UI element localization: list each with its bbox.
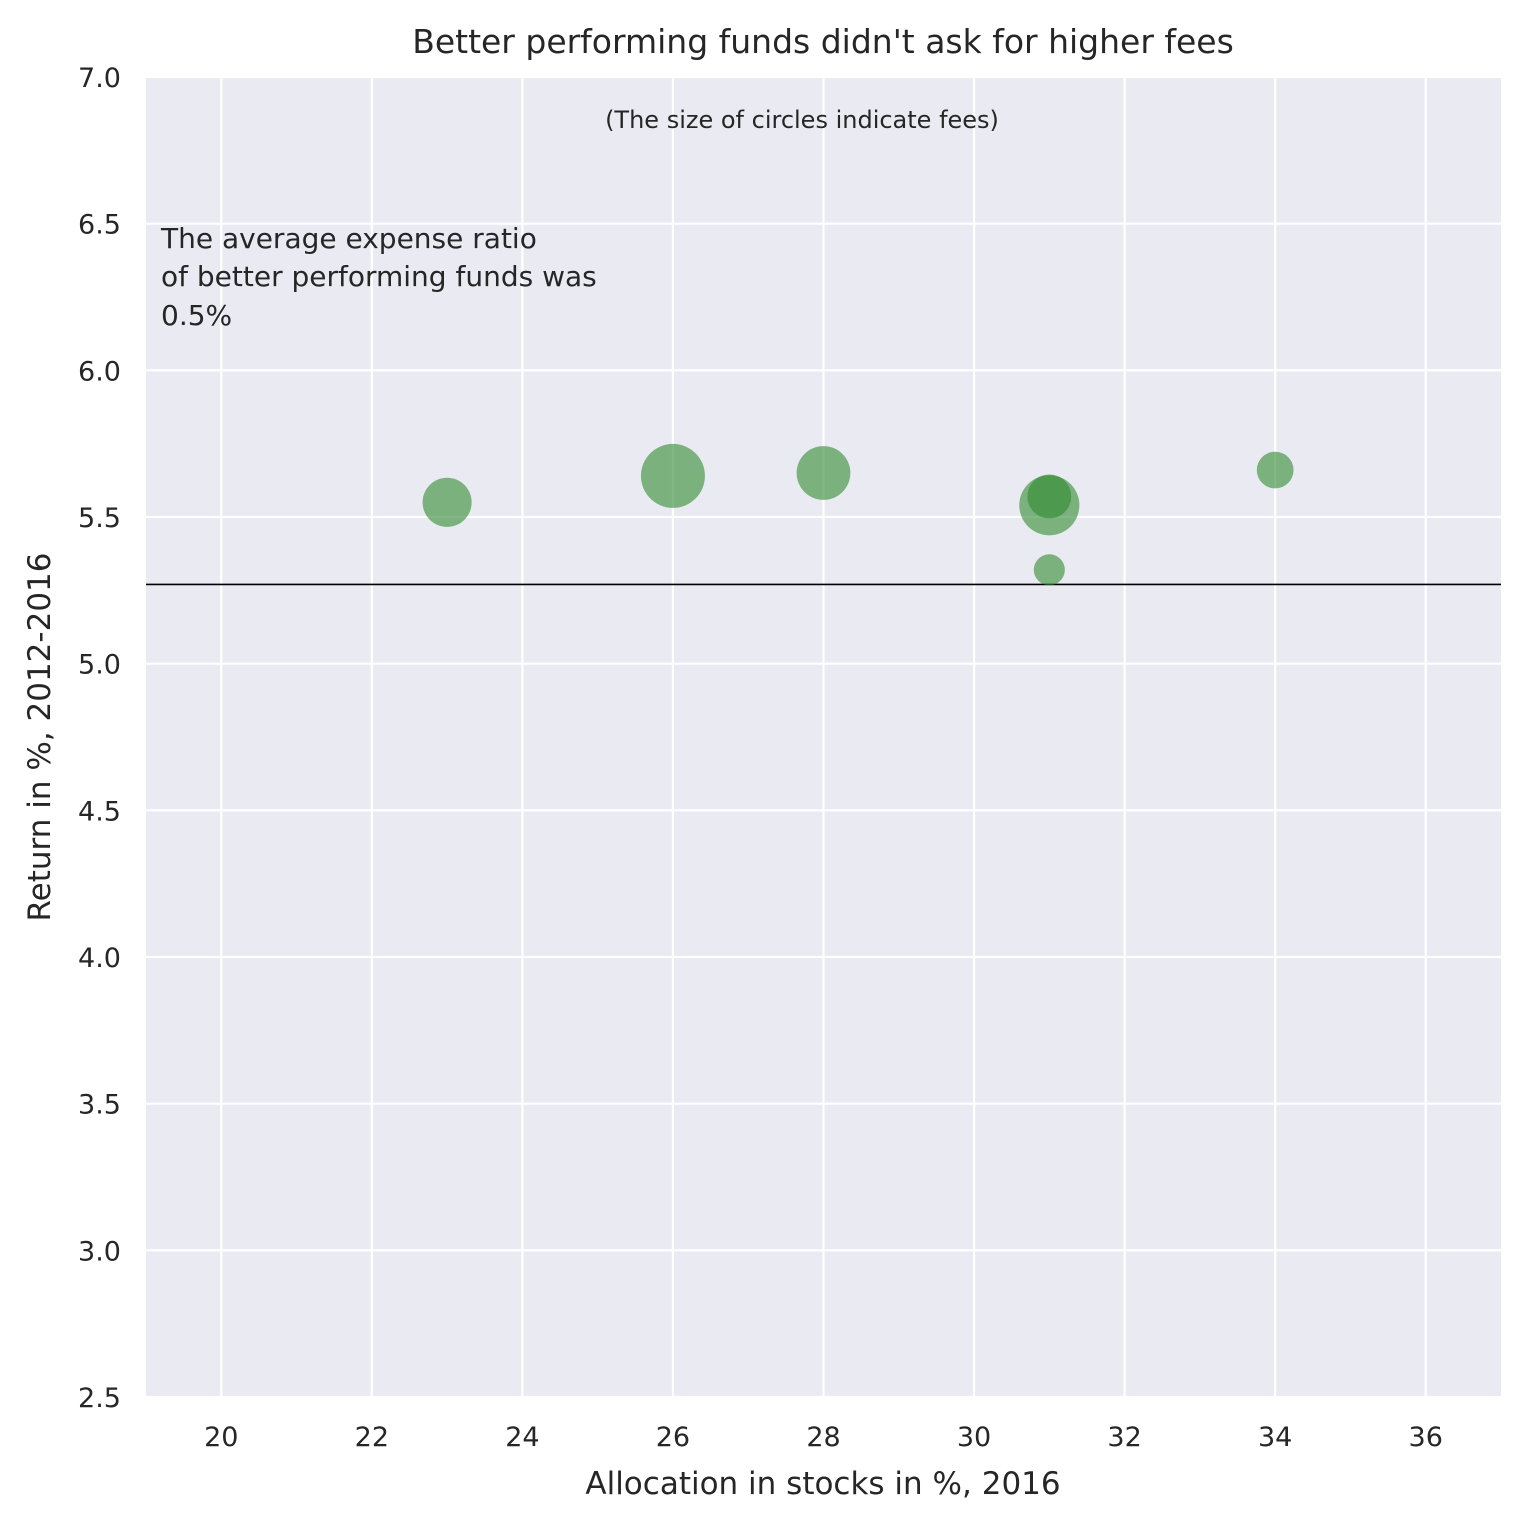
- fund-point: [1256, 451, 1294, 489]
- x-tick-label: 34: [1258, 1422, 1292, 1453]
- y-tick-labels: 2.5 3.0 3.5 4.0 4.5 5.0 5.5 6.0 6.5 7.0: [78, 63, 121, 1414]
- x-tick-label: 32: [1107, 1422, 1141, 1453]
- x-tick-labels: 20 22 24 26 28 30 32 34 36: [204, 1422, 1443, 1453]
- y-tick-label: 5.0: [78, 650, 121, 681]
- x-gridlines: [220, 77, 1427, 1397]
- x-axis-label: Allocation in stocks in %, 2016: [585, 1466, 1060, 1502]
- annotation-line-1: The average expense ratio: [160, 222, 537, 255]
- y-tick-label: 4.0: [78, 943, 121, 974]
- y-tick-label: 6.5: [78, 210, 121, 241]
- x-tick-label: 20: [204, 1422, 238, 1453]
- y-tick-label: 4.5: [78, 796, 121, 827]
- data-points: [422, 443, 1294, 586]
- annotation-line-2: of better performing funds was: [161, 260, 597, 293]
- x-tick-label: 26: [656, 1422, 690, 1453]
- y-tick-label: 3.5: [78, 1090, 121, 1121]
- y-tick-label: 6.0: [78, 356, 121, 387]
- fund-point: [1027, 474, 1072, 519]
- y-axis-label: Return in %, 2012-2016: [22, 553, 58, 922]
- fund-point: [640, 443, 705, 508]
- y-tick-label: 2.5: [78, 1383, 121, 1414]
- x-tick-label: 30: [957, 1422, 991, 1453]
- fund-point: [422, 477, 472, 527]
- y-tick-label: 5.5: [78, 503, 121, 534]
- y-tick-label: 7.0: [78, 63, 121, 94]
- y-tick-label: 3.0: [78, 1236, 121, 1267]
- chart-subtitle: (The size of circles indicate fees): [605, 106, 999, 134]
- x-tick-label: 28: [806, 1422, 840, 1453]
- chart-title: Better performing funds didn't ask for h…: [412, 22, 1234, 61]
- x-tick-label: 22: [355, 1422, 389, 1453]
- fund-point: [796, 446, 851, 500]
- x-tick-label: 36: [1409, 1422, 1443, 1453]
- y-gridlines: [146, 75, 1501, 1399]
- x-tick-label: 24: [505, 1422, 539, 1453]
- annotation-line-3: 0.5%: [161, 299, 232, 332]
- fund-point: [1033, 554, 1065, 586]
